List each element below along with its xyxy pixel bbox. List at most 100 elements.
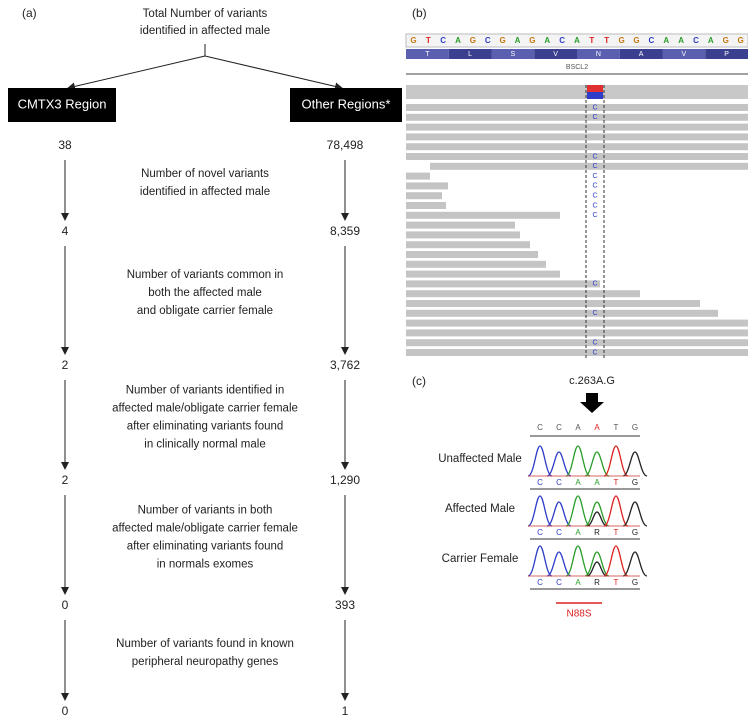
read-base: C	[592, 104, 597, 111]
read	[406, 133, 748, 140]
base: C	[559, 36, 565, 45]
step-text: Number of variants identified in	[126, 385, 285, 397]
region-label: CMTX3 Region	[18, 96, 107, 111]
trace-peak	[585, 452, 609, 476]
panel-label: (a)	[22, 6, 37, 20]
trace-peak	[566, 546, 590, 576]
step-text: and obligate carrier female	[137, 305, 273, 317]
base: G	[633, 36, 639, 45]
step-text: affected male/obligate carrier female	[112, 403, 298, 415]
amino-acid: S	[511, 51, 516, 58]
ref-base: A	[594, 423, 600, 432]
base: T	[589, 36, 594, 45]
trace-peak	[585, 502, 609, 526]
coverage-variant	[587, 85, 603, 92]
arrow	[68, 56, 205, 88]
read-base: C	[592, 153, 597, 160]
trace-peak	[528, 546, 552, 576]
step-text: Number of novel variants	[141, 168, 269, 180]
read	[406, 349, 748, 356]
read	[406, 173, 430, 180]
trace-peak	[623, 552, 647, 576]
region-label: Other Regions*	[302, 96, 391, 111]
amino-acid: L	[468, 51, 472, 58]
read-base: C	[592, 281, 597, 288]
read-base: C	[592, 340, 597, 347]
base: A	[575, 478, 581, 487]
count: 1	[342, 704, 349, 718]
base: G	[632, 528, 638, 537]
read	[406, 104, 748, 111]
base: C	[537, 528, 543, 537]
ref-base: C	[556, 423, 562, 432]
step-text: in clinically normal male	[144, 439, 265, 451]
base: C	[693, 36, 699, 45]
base: A	[708, 36, 714, 45]
base: C	[556, 528, 562, 537]
base: G	[529, 36, 535, 45]
trace-peak	[547, 452, 571, 476]
step-text: Number of variants found in known	[116, 638, 294, 650]
trace-peak	[623, 452, 647, 476]
arrow-down	[580, 393, 604, 413]
base: A	[575, 528, 581, 537]
base: A	[594, 478, 600, 487]
read	[406, 182, 448, 189]
read	[406, 320, 748, 327]
read	[406, 202, 446, 209]
trace-peak	[547, 552, 571, 576]
base: G	[632, 478, 638, 487]
step-text: Number of variants common in	[127, 269, 284, 281]
title-text: Total Number of variants	[143, 8, 268, 20]
protein-change: N88S	[566, 609, 591, 620]
base: R	[594, 578, 600, 587]
base: C	[440, 36, 446, 45]
trace-peak	[566, 496, 590, 526]
step-text: both the affected male	[148, 287, 262, 299]
read-base: C	[592, 163, 597, 170]
trace-peak	[623, 502, 647, 526]
base: T	[614, 578, 619, 587]
read-base: C	[592, 193, 597, 200]
read-base: C	[592, 173, 597, 180]
read	[406, 339, 748, 346]
read	[406, 261, 546, 268]
base: C	[556, 478, 562, 487]
read	[406, 310, 718, 317]
base: G	[618, 36, 624, 45]
count: 2	[62, 473, 69, 487]
base: T	[604, 36, 609, 45]
read-base: C	[592, 212, 597, 219]
amino-acid: V	[682, 51, 687, 58]
base: A	[455, 36, 461, 45]
figure: (a) (b) (c) Total Number of variantsiden…	[0, 0, 748, 720]
read	[406, 280, 600, 287]
base: C	[556, 578, 562, 587]
read	[406, 124, 748, 131]
base: G	[632, 578, 638, 587]
trace-peak	[566, 446, 590, 476]
base: A	[515, 36, 521, 45]
trace-peak	[604, 546, 628, 576]
read	[406, 222, 515, 229]
amino-acid: P	[724, 51, 729, 58]
amino-acid: T	[425, 51, 430, 58]
base: G	[500, 36, 506, 45]
trace-peak	[528, 496, 552, 526]
base: C	[537, 578, 543, 587]
base: T	[426, 36, 431, 45]
read	[406, 114, 748, 121]
base: C	[537, 478, 543, 487]
trace-peak	[528, 446, 552, 476]
coverage	[406, 85, 748, 99]
count: 393	[335, 598, 355, 612]
base: T	[614, 478, 619, 487]
count: 78,498	[327, 138, 364, 152]
read	[406, 153, 748, 160]
base: R	[594, 528, 600, 537]
arrow	[205, 56, 342, 88]
sample-name: Unaffected Male	[438, 453, 522, 465]
count: 4	[62, 224, 69, 238]
